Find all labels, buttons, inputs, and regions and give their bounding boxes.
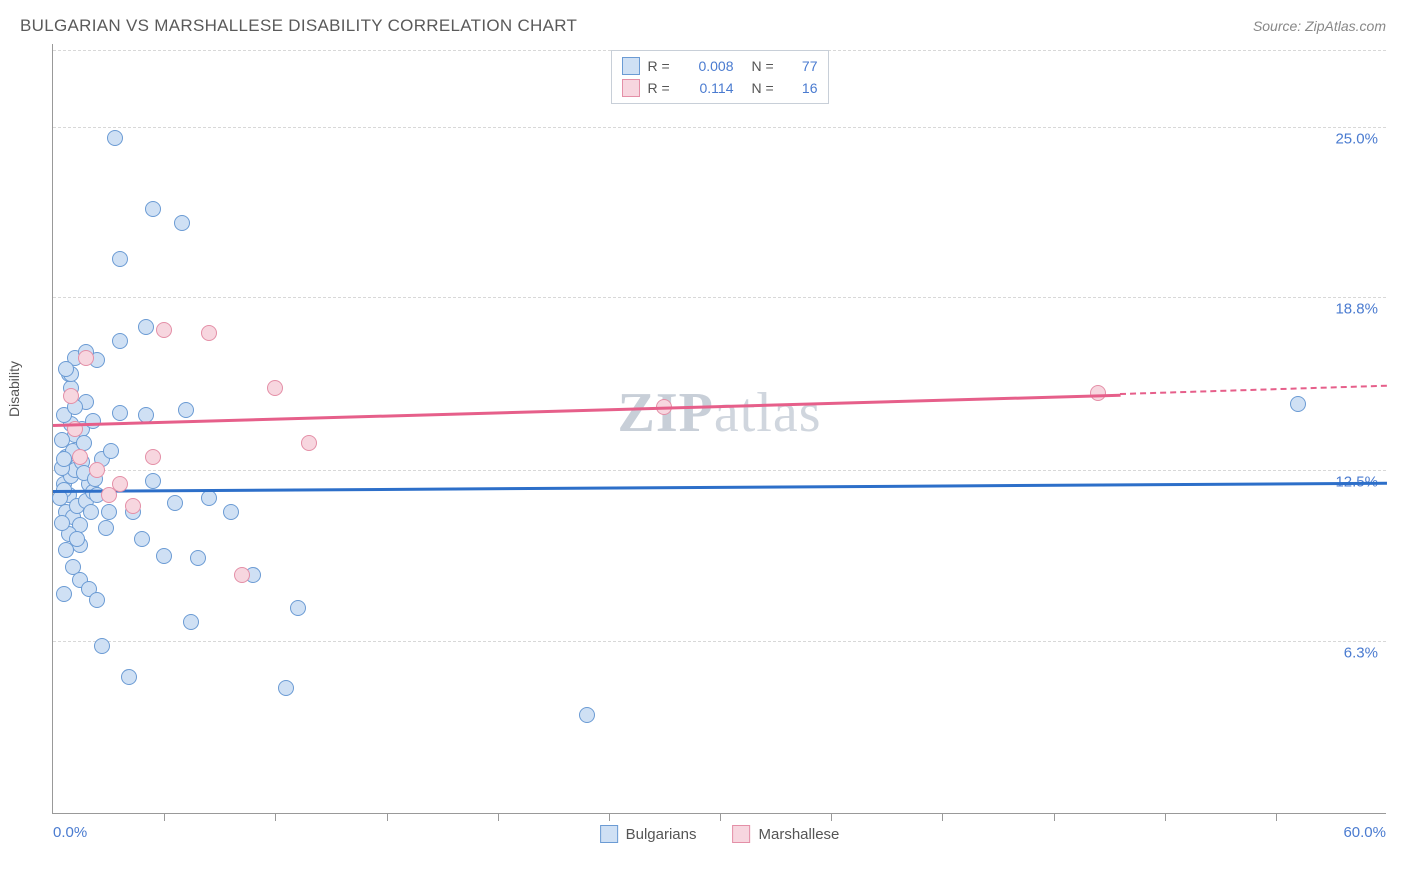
x-tick [1276, 813, 1277, 821]
x-axis-label: 0.0% [53, 824, 87, 841]
trend-line [53, 393, 1120, 426]
legend-r-value: 0.114 [686, 80, 734, 96]
data-point-marshallese [145, 449, 161, 465]
data-point-bulgarian [156, 548, 172, 564]
plot-area: ZIPatlas R =0.008N =77R =0.114N =16 Bulg… [52, 44, 1386, 814]
data-point-marshallese [112, 476, 128, 492]
trend-line [53, 481, 1387, 492]
data-point-marshallese [301, 435, 317, 451]
data-point-bulgarian [190, 550, 206, 566]
watermark: ZIPatlas [618, 381, 822, 445]
data-point-bulgarian [178, 402, 194, 418]
gridline [53, 297, 1386, 298]
data-point-bulgarian [69, 531, 85, 547]
data-point-bulgarian [138, 319, 154, 335]
data-point-marshallese [156, 322, 172, 338]
x-tick [609, 813, 610, 821]
legend-stats-row: R = 0.008 N = 77 [622, 55, 818, 77]
data-point-bulgarian [1290, 396, 1306, 412]
legend-series: Bulgarians Marshallese [600, 825, 840, 843]
y-tick-label: 6.3% [1344, 644, 1378, 661]
data-point-bulgarian [579, 707, 595, 723]
data-point-bulgarian [83, 504, 99, 520]
data-point-bulgarian [201, 490, 217, 506]
y-tick-label: 18.8% [1335, 301, 1378, 318]
data-point-marshallese [234, 567, 250, 583]
legend-series-label: Marshallese [759, 826, 840, 843]
data-point-bulgarian [89, 592, 105, 608]
data-point-bulgarian [223, 504, 239, 520]
data-point-bulgarian [290, 600, 306, 616]
data-point-bulgarian [56, 586, 72, 602]
y-tick-label: 25.0% [1335, 130, 1378, 147]
data-point-bulgarian [278, 680, 294, 696]
x-axis-label: 60.0% [1343, 824, 1386, 841]
data-point-bulgarian [121, 669, 137, 685]
x-tick [720, 813, 721, 821]
data-point-bulgarian [167, 495, 183, 511]
x-tick [387, 813, 388, 821]
legend-n-label: N = [752, 58, 782, 74]
data-point-bulgarian [103, 443, 119, 459]
data-point-marshallese [201, 325, 217, 341]
x-tick [942, 813, 943, 821]
legend-swatch [600, 825, 618, 843]
data-point-bulgarian [107, 130, 123, 146]
trend-line-dashed [1120, 385, 1387, 395]
legend-swatch [622, 79, 640, 97]
legend-stats: R = 0.008 N = 77 R = 0.114 N = 16 [611, 50, 829, 104]
legend-stats-row: R = 0.114 N = 16 [622, 77, 818, 99]
data-point-marshallese [125, 498, 141, 514]
legend-n-value: 16 [790, 80, 818, 96]
gridline [53, 641, 1386, 642]
data-point-bulgarian [56, 451, 72, 467]
data-point-bulgarian [85, 413, 101, 429]
legend-series-item: Marshallese [733, 825, 840, 843]
data-point-marshallese [267, 380, 283, 396]
legend-swatch [733, 825, 751, 843]
data-point-bulgarian [145, 201, 161, 217]
legend-n-value: 77 [790, 58, 818, 74]
data-point-bulgarian [183, 614, 199, 630]
legend-r-label: R = [648, 80, 678, 96]
data-point-bulgarian [134, 531, 150, 547]
data-point-bulgarian [145, 473, 161, 489]
y-axis-label: Disability [6, 361, 22, 417]
data-point-bulgarian [54, 515, 70, 531]
data-point-marshallese [89, 462, 105, 478]
legend-r-label: R = [648, 58, 678, 74]
x-tick [1165, 813, 1166, 821]
data-point-bulgarian [54, 432, 70, 448]
x-tick [275, 813, 276, 821]
data-point-bulgarian [58, 361, 74, 377]
data-point-bulgarian [94, 638, 110, 654]
data-point-bulgarian [101, 504, 117, 520]
chart-container: Disability ZIPatlas R =0.008N =77R =0.11… [20, 44, 1386, 814]
legend-swatch [622, 57, 640, 75]
legend-series-item: Bulgarians [600, 825, 697, 843]
data-point-bulgarian [112, 405, 128, 421]
data-point-bulgarian [112, 251, 128, 267]
data-point-marshallese [72, 449, 88, 465]
x-tick [498, 813, 499, 821]
x-tick [1054, 813, 1055, 821]
chart-title: BULGARIAN VS MARSHALLESE DISABILITY CORR… [20, 16, 577, 36]
gridline [53, 127, 1386, 128]
data-point-bulgarian [174, 215, 190, 231]
legend-series-label: Bulgarians [626, 826, 697, 843]
data-point-marshallese [78, 350, 94, 366]
gridline [53, 470, 1386, 471]
chart-source: Source: ZipAtlas.com [1253, 18, 1386, 34]
legend-r-value: 0.008 [686, 58, 734, 74]
x-tick [831, 813, 832, 821]
x-tick [164, 813, 165, 821]
data-point-bulgarian [112, 333, 128, 349]
chart-header: BULGARIAN VS MARSHALLESE DISABILITY CORR… [0, 0, 1406, 44]
data-point-bulgarian [98, 520, 114, 536]
legend-n-label: N = [752, 80, 782, 96]
data-point-marshallese [63, 388, 79, 404]
